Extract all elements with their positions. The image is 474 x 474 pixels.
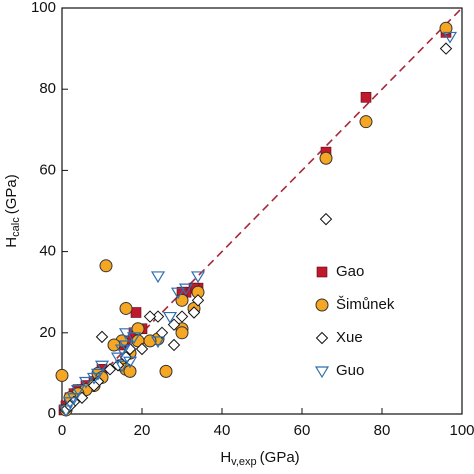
legend-label: Xue <box>336 329 363 346</box>
point <box>143 310 157 323</box>
point <box>359 115 373 129</box>
point <box>191 294 205 307</box>
point <box>58 405 74 418</box>
point <box>442 31 458 44</box>
point <box>94 360 110 373</box>
legend-marker <box>316 266 328 278</box>
x-tick-label: 20 <box>134 422 151 439</box>
x-axis-label: Hv,exp (GPa) <box>220 449 299 468</box>
point <box>175 293 189 307</box>
point <box>114 360 130 373</box>
point <box>103 363 117 376</box>
point <box>319 212 333 226</box>
point <box>187 306 201 319</box>
point <box>99 259 113 273</box>
y-tick-label: 100 <box>31 0 56 16</box>
point <box>126 332 142 345</box>
point <box>190 271 206 284</box>
point <box>155 326 169 340</box>
point <box>119 301 133 315</box>
point <box>175 326 189 340</box>
x-tick-label: 0 <box>58 422 66 439</box>
point <box>55 368 69 382</box>
point <box>319 151 333 165</box>
x-tick-label: 80 <box>374 422 391 439</box>
point <box>66 393 82 405</box>
x-tick-label: 40 <box>214 422 231 439</box>
point <box>170 287 186 300</box>
point <box>162 311 178 324</box>
point <box>150 271 166 284</box>
point <box>87 379 101 392</box>
plot-frame <box>61 7 463 415</box>
y-tick-label: 0 <box>48 405 56 422</box>
point <box>114 344 130 357</box>
point <box>118 340 134 353</box>
point <box>167 338 181 352</box>
y-tick-label: 80 <box>39 80 56 97</box>
point <box>135 342 149 356</box>
legend-marker <box>315 298 329 312</box>
x-tick-label: 100 <box>449 422 474 439</box>
point <box>123 364 137 378</box>
point <box>150 336 166 349</box>
x-tick-label: 60 <box>294 422 311 439</box>
legend-label: Gao <box>336 263 364 280</box>
legend-marker <box>314 366 330 379</box>
legend-marker <box>315 331 329 345</box>
legend-label: Šimůnek <box>336 296 395 313</box>
point <box>70 385 86 397</box>
point <box>439 21 453 35</box>
y-tick-label: 20 <box>39 324 56 341</box>
point <box>78 376 94 389</box>
point <box>110 352 126 365</box>
point <box>175 310 189 323</box>
y-tick-label: 40 <box>39 243 56 260</box>
point <box>159 364 173 378</box>
point <box>360 92 372 103</box>
y-tick-label: 60 <box>39 161 56 178</box>
point <box>439 42 453 55</box>
point <box>95 330 109 344</box>
point <box>90 368 106 381</box>
point <box>118 328 134 340</box>
legend-label: Guo <box>336 362 364 379</box>
y-axis-label: Hcalc(GPa) <box>3 174 22 247</box>
point <box>130 307 142 318</box>
